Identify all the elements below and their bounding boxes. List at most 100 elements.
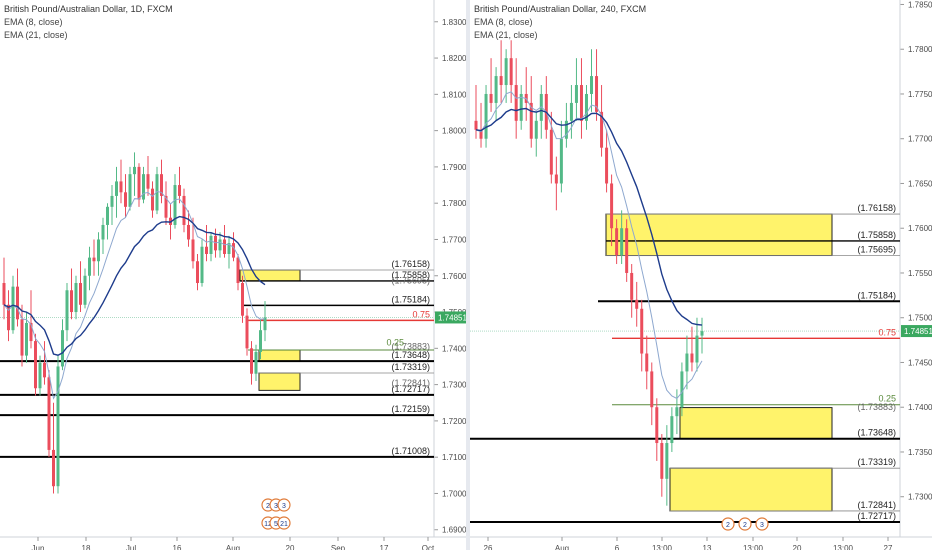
supply-demand-zone — [239, 269, 301, 282]
event-flag-count: 3 — [760, 522, 764, 529]
level-label: (1.76158) — [857, 203, 896, 213]
price-axis-label: 1.74000 — [442, 344, 466, 353]
event-flag-count: 2 — [743, 522, 747, 529]
price-axis-label: 1.78000 — [442, 199, 466, 208]
level-label: (1.72717) — [857, 511, 896, 521]
price-axis-label: 1.73000 — [908, 493, 932, 502]
candle-body — [509, 58, 513, 86]
candle-body — [499, 76, 503, 86]
event-flag-count: 2 — [266, 503, 270, 510]
candle-body — [56, 366, 60, 487]
level-label: (1.76158) — [391, 259, 430, 269]
candle-body — [133, 166, 136, 175]
candle-body — [645, 353, 649, 372]
candle-body — [20, 319, 24, 356]
candle-body — [151, 188, 154, 211]
candle-body — [489, 93, 493, 103]
level-label: (1.73648) — [391, 350, 430, 360]
price-axis-label: 1.77000 — [908, 135, 932, 144]
price-axis-label: 1.70000 — [442, 489, 466, 498]
price-axis-label: 1.77500 — [908, 90, 932, 99]
candle-body — [625, 228, 629, 273]
supply-demand-zone — [605, 213, 833, 257]
candle-body — [549, 129, 553, 175]
level-label: (1.72841) — [857, 500, 896, 510]
candle-body — [200, 246, 204, 284]
candle-body — [209, 235, 213, 254]
level-label: (1.73883) — [857, 402, 896, 412]
candle-body — [2, 283, 6, 305]
candle-body — [685, 353, 689, 372]
chart-canvas-240[interactable]: 1.78500 1.78000 1.77500 1.77000 1.76500 1.760… — [470, 0, 932, 550]
candle-body — [504, 58, 508, 86]
time-axis-label: Aug — [226, 544, 240, 550]
event-flag-icon — [277, 498, 291, 512]
candle-body — [474, 120, 478, 130]
candle-body — [178, 185, 181, 196]
level-label: (1.72717) — [391, 384, 430, 394]
level-label: (1.73883) — [391, 342, 430, 352]
time-axis-label: 13:00 — [652, 544, 673, 550]
event-flag-icon — [277, 516, 291, 530]
candle-body — [187, 224, 190, 240]
level-label: (1.75184) — [391, 294, 430, 304]
candle-body — [29, 322, 33, 342]
chart-canvas-daily[interactable]: 1.83000 1.82000 1.81000 1.80000 1.79000 1.780… — [0, 0, 466, 550]
price-axis-label: 1.78500 — [908, 0, 932, 9]
candle-body — [484, 93, 488, 139]
level-label: (1.75184) — [857, 290, 896, 300]
candle-body — [554, 174, 558, 184]
candle-body — [97, 239, 100, 262]
pane-divider[interactable] — [466, 0, 470, 550]
candle-body — [218, 239, 222, 251]
price-axis-label: 1.78000 — [908, 45, 932, 54]
candle-body — [11, 286, 15, 331]
price-axis-label: 1.73500 — [908, 448, 932, 457]
candle-body — [34, 341, 37, 389]
level-label: (1.73319) — [857, 457, 896, 467]
chart-pane-daily[interactable]: 1.83000 1.82000 1.81000 1.80000 1.79000 1.780… — [0, 0, 466, 550]
level-label: (1.75695) — [391, 276, 430, 286]
price-axis-label: 1.74500 — [908, 358, 932, 367]
time-axis-label: 13:00 — [833, 544, 854, 550]
candle-body — [196, 261, 199, 284]
supply-demand-zone — [258, 349, 301, 362]
price-axis-label: 1.74000 — [908, 403, 932, 412]
candle-body — [227, 243, 231, 254]
current-price-badge — [435, 311, 466, 324]
ema-21-line — [3, 215, 266, 356]
candle-body — [650, 371, 654, 408]
candle-body — [7, 304, 10, 331]
candle-body — [259, 330, 262, 352]
event-flag-icon — [738, 517, 752, 531]
candle-body — [101, 224, 105, 240]
time-axis-label: Jun — [32, 544, 45, 550]
current-price-text: 1.74851 — [438, 313, 466, 322]
level-label: (1.75858) — [857, 230, 896, 240]
time-axis-label: 20 — [286, 544, 295, 550]
event-flag-icon — [755, 517, 769, 531]
chart-pane-240[interactable]: 1.78500 1.78000 1.77500 1.77000 1.76500 1.760… — [470, 0, 932, 550]
time-axis-label: Jul — [126, 544, 136, 550]
candle-body — [164, 195, 168, 218]
candle-body — [232, 243, 235, 258]
candle-body — [124, 192, 127, 207]
event-flag-count: 12 — [264, 521, 272, 528]
candle-body — [110, 195, 114, 207]
level-label: (1.75695) — [857, 245, 896, 255]
level-label: (1.72841) — [391, 378, 430, 388]
candle-body — [670, 416, 674, 444]
event-flag-count: 5 — [274, 521, 278, 528]
candle-body — [655, 407, 659, 444]
price-axis-label: 1.71000 — [442, 453, 466, 462]
time-axis-label: 16 — [173, 544, 182, 550]
candle-body — [205, 246, 208, 254]
level-label: 0.25 — [878, 394, 896, 404]
price-axis-label: 1.69000 — [442, 526, 466, 535]
price-axis-label: 1.76000 — [908, 224, 932, 233]
candle-body — [137, 166, 141, 200]
candle-body — [695, 335, 699, 363]
candle-body — [640, 308, 644, 354]
time-axis-label: 6 — [615, 544, 620, 550]
candle-body — [38, 362, 42, 389]
